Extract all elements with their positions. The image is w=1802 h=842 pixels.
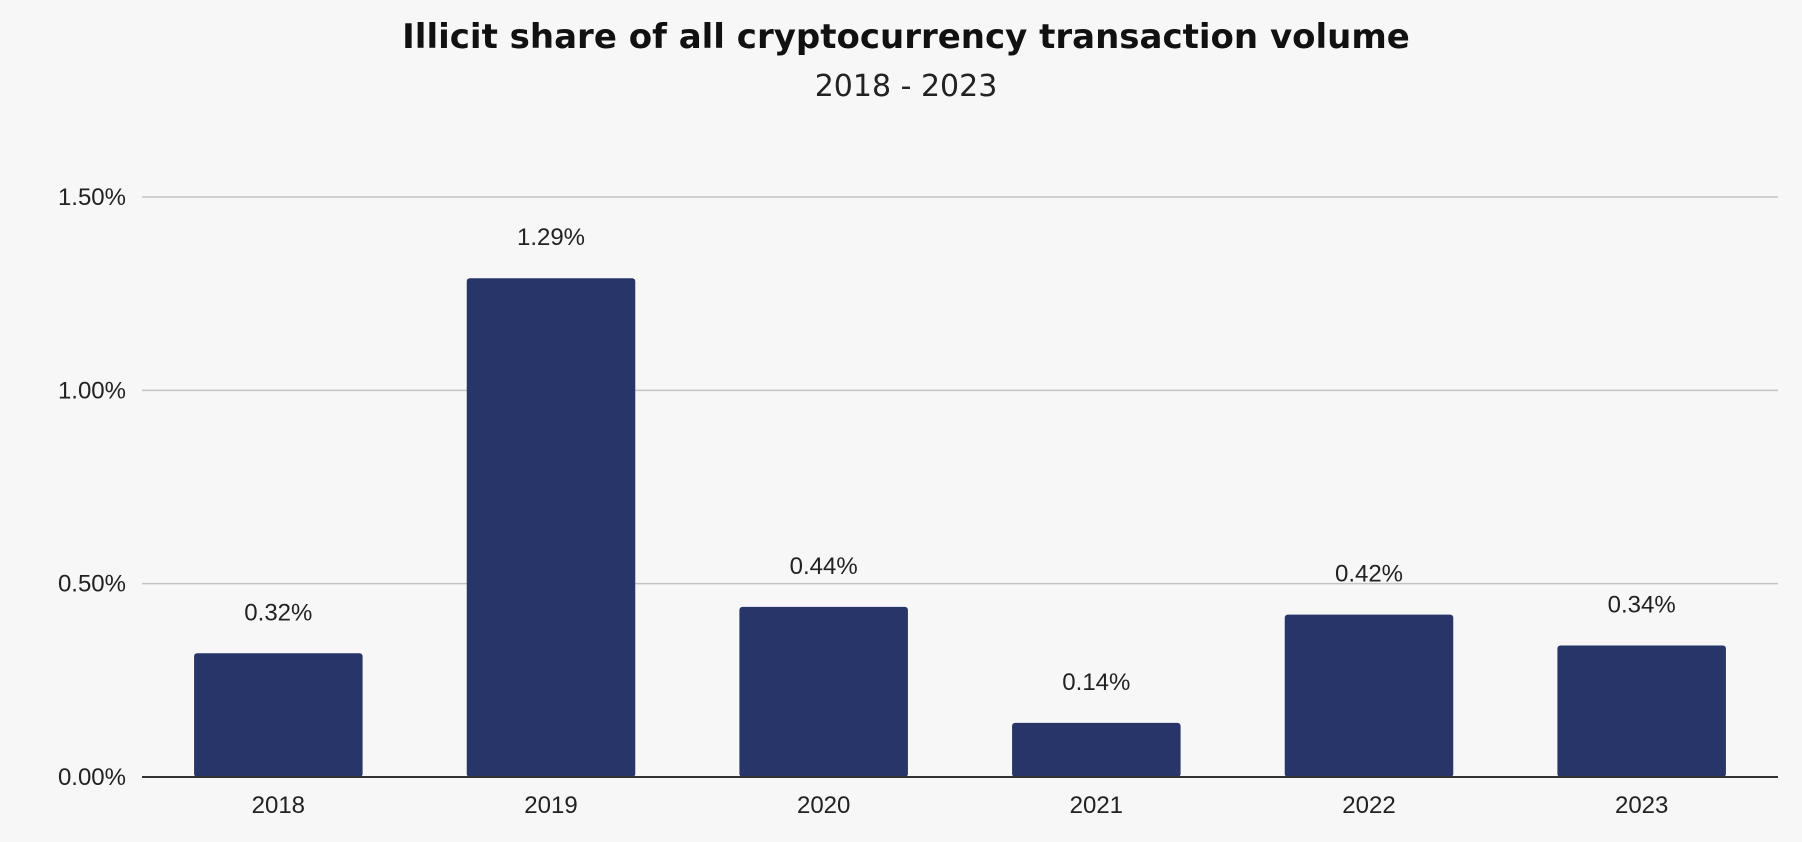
x-tick-label-2019: 2019 (524, 792, 577, 819)
bars (194, 278, 1726, 777)
data-label-2020: 0.44% (790, 553, 858, 580)
x-tick-label-2018: 2018 (252, 792, 305, 819)
bar-2018 (194, 653, 363, 777)
x-tick-label-2023: 2023 (1615, 792, 1668, 819)
bar-2021 (1012, 722, 1181, 777)
data-label-2019: 1.29% (517, 224, 585, 251)
x-tick-label-2020: 2020 (797, 792, 850, 819)
y-tick-label: 0.50% (58, 571, 126, 598)
data-label-2018: 0.32% (244, 599, 312, 626)
data-label-2022: 0.42% (1335, 561, 1403, 588)
bar-2023 (1557, 645, 1726, 777)
gridlines (142, 196, 1778, 585)
data-label-2021: 0.14% (1062, 669, 1130, 696)
y-axis-ticks: 0.00% 0.50% 1.00% 1.50% (58, 184, 126, 791)
y-tick-label: 0.00% (58, 764, 126, 791)
bar-2022 (1284, 614, 1454, 777)
bar-2020 (739, 606, 908, 777)
data-label-2023: 0.34% (1608, 592, 1676, 619)
chart-subtitle: 2018 - 2023 (815, 69, 998, 104)
x-tick-label-2021: 2021 (1070, 792, 1123, 819)
x-axis-ticks: 2018 2019 2020 2021 2022 2023 (252, 792, 1669, 819)
x-tick-label-2022: 2022 (1342, 792, 1395, 819)
chart-title: Illicit share of all cryptocurrency tran… (402, 17, 1410, 57)
y-tick-label: 1.50% (58, 184, 126, 211)
bar-2019 (466, 278, 636, 777)
data-labels: 0.32% 1.29% 0.44% 0.14% 0.42% 0.34% (244, 224, 1675, 696)
y-tick-label: 1.00% (58, 377, 126, 404)
